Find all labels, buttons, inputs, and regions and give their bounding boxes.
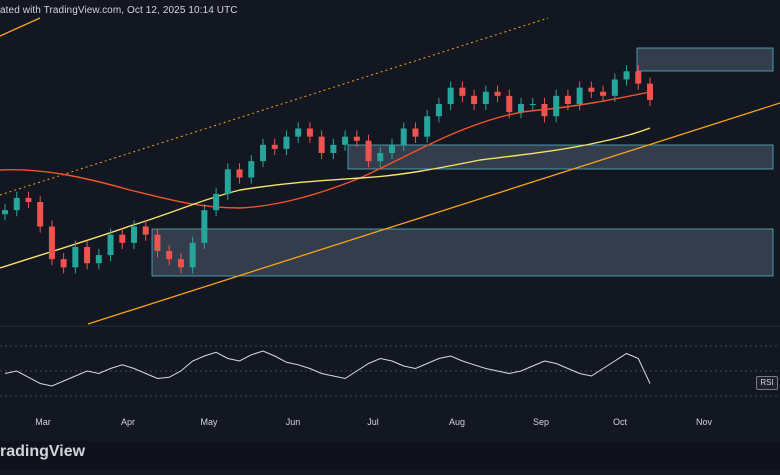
candle-body bbox=[342, 136, 349, 145]
rsi-line bbox=[4, 350, 651, 387]
candle-body bbox=[330, 144, 337, 153]
candle-body bbox=[400, 128, 407, 145]
candle-body bbox=[377, 153, 384, 162]
candle-body bbox=[271, 144, 278, 149]
candle-body bbox=[471, 95, 478, 104]
x-label-sep: Sep bbox=[532, 417, 550, 427]
supply-zone-top bbox=[636, 47, 774, 72]
candle-body bbox=[635, 71, 642, 84]
moving-average-yellow bbox=[0, 127, 651, 269]
candle-body bbox=[553, 95, 560, 117]
candle-body bbox=[506, 95, 513, 113]
footer-bar: radingView bbox=[0, 441, 780, 470]
candle-body bbox=[84, 246, 91, 264]
candle-body bbox=[447, 87, 454, 104]
candle-body bbox=[2, 210, 8, 215]
candle-body bbox=[213, 193, 220, 211]
x-label-apr: Apr bbox=[120, 417, 136, 427]
candle-body bbox=[306, 128, 313, 137]
x-label-oct: Oct bbox=[612, 417, 628, 427]
candle-body bbox=[588, 87, 595, 92]
candle-body bbox=[177, 259, 184, 268]
candle-body bbox=[142, 226, 149, 235]
candle-body bbox=[236, 169, 243, 178]
candle-body bbox=[248, 161, 255, 178]
trendline-lower bbox=[87, 102, 780, 325]
candle-body bbox=[576, 87, 583, 104]
candle-body bbox=[600, 91, 607, 96]
candle-body bbox=[459, 87, 466, 96]
candle-body bbox=[154, 234, 161, 251]
trendline-top-left bbox=[0, 17, 41, 37]
rsi-badge[interactable]: RSI bbox=[756, 376, 778, 390]
candle-body bbox=[518, 104, 524, 113]
candle-body bbox=[365, 140, 372, 162]
candle-body bbox=[494, 91, 501, 96]
support-zone-low bbox=[151, 228, 774, 277]
candle-body bbox=[25, 197, 32, 202]
x-label-may: May bbox=[200, 417, 218, 427]
candle-body bbox=[412, 128, 419, 137]
candle-body bbox=[611, 79, 618, 96]
candle-body bbox=[72, 246, 79, 268]
candle-body bbox=[260, 144, 266, 162]
candle-body bbox=[37, 202, 44, 227]
watermark-header: ated with TradingView.com, Oct 12, 2025 … bbox=[0, 5, 238, 16]
candle-body bbox=[13, 197, 20, 211]
candle-body bbox=[623, 71, 630, 80]
candles-group bbox=[2, 65, 653, 274]
candle-body bbox=[482, 91, 489, 104]
x-label-jul: Jul bbox=[367, 417, 379, 427]
candle-body bbox=[283, 136, 290, 149]
x-label-nov: Nov bbox=[695, 417, 713, 427]
trendline-dotted-upper bbox=[0, 17, 549, 196]
candle-body bbox=[529, 104, 536, 105]
x-label-mar: Mar bbox=[35, 417, 51, 427]
candle-body bbox=[166, 251, 173, 260]
candle-body bbox=[389, 144, 395, 153]
candle-body bbox=[189, 242, 196, 268]
candle-body bbox=[295, 128, 302, 137]
moving-average-red bbox=[0, 91, 651, 209]
candle-body bbox=[48, 226, 55, 260]
candle-body bbox=[647, 83, 653, 100]
candle-body bbox=[318, 136, 325, 153]
candle-body bbox=[353, 136, 360, 141]
candle-body bbox=[435, 104, 442, 117]
x-label-jun: Jun bbox=[285, 417, 301, 427]
candle-body bbox=[564, 95, 571, 104]
candle-body bbox=[60, 259, 67, 268]
candle-body bbox=[119, 234, 126, 243]
candle-body bbox=[541, 104, 548, 117]
candle-body bbox=[224, 169, 231, 194]
candle-body bbox=[131, 226, 137, 243]
candle-body bbox=[107, 234, 114, 256]
tradingview-logo[interactable]: radingView bbox=[0, 443, 86, 460]
candle-body bbox=[95, 255, 102, 264]
candle-body bbox=[201, 210, 208, 243]
candle-body bbox=[424, 116, 431, 137]
x-label-aug: Aug bbox=[448, 417, 466, 427]
